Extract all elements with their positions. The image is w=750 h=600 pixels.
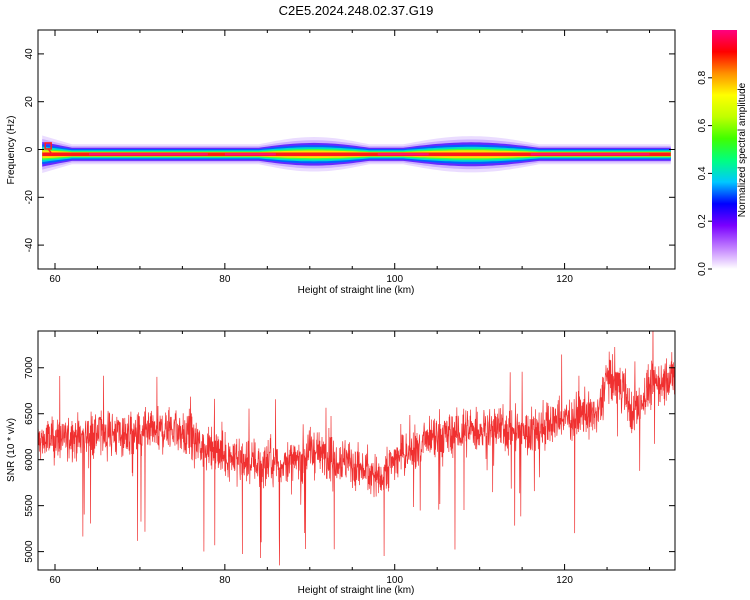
snr-x-tick-label: 60 (49, 575, 61, 586)
colorbar-label: Normalized spectral amplitude (737, 82, 748, 217)
snr-plot-area (38, 331, 675, 570)
spectrogram-y-axis-label: Frequency (Hz) (6, 116, 17, 185)
spectrogram-x-tick-label: 60 (49, 274, 61, 285)
band-core (42, 152, 671, 157)
snr-x-axis-label: Height of straight line (km) (298, 585, 415, 596)
spectrogram-y-tick-label: -40 (24, 237, 35, 252)
snr-y-tick-label: 6000 (24, 448, 35, 471)
figure-title: C2E5.2024.248.02.37.G19 (279, 3, 434, 18)
colorbar: 0.0 0.2 0.4 0.6 0.8 Normalized spectral ampl… (697, 30, 748, 276)
snr-series-line (38, 331, 675, 566)
snr-x-tick-label: 80 (219, 575, 231, 586)
snr-y-tick-label: 5500 (24, 494, 35, 517)
snr-frame (37, 330, 676, 571)
colorbar-tick-label: 0.6 (697, 118, 708, 132)
spectrogram-axes: 60 80 100 120 40 20 0 -20 -40 (24, 30, 675, 285)
spectrogram-x-tick-label: 120 (556, 274, 573, 285)
spectrogram-y-tick-label: 40 (24, 48, 35, 60)
snr-y-tick-label: 7000 (24, 356, 35, 379)
colorbar-tick-label: 0.2 (697, 214, 708, 228)
spectrogram-panel: 60 80 100 120 40 20 0 -20 -40 Height of straight… (6, 29, 676, 296)
snr-y-tick-label: 6500 (24, 402, 35, 425)
band-core-accent (530, 153, 650, 156)
band-core-accent (88, 153, 208, 156)
colorbar-tick-label: 0.0 (697, 262, 708, 276)
colorbar-tick-label: 0.8 (697, 70, 708, 84)
snr-y-tick-label: 5000 (24, 540, 35, 563)
snr-x-tick-label: 100 (386, 575, 403, 586)
spectrogram-y-tick-label: 0 (24, 146, 35, 152)
snr-axes: 60 80 100 120 7000 6500 6000 5500 5000 (24, 331, 675, 586)
spectrogram-x-axis-label: Height of straight line (km) (298, 285, 415, 296)
colorbar-ticks: 0.0 0.2 0.4 0.6 0.8 (697, 70, 712, 276)
spectral-band (42, 135, 671, 173)
snr-panel: 60 80 100 120 7000 6500 6000 5500 5000 Height of… (6, 330, 676, 596)
spectrogram-y-tick-label: -20 (24, 190, 35, 205)
spectrogram-x-tick-label: 100 (386, 274, 403, 285)
band-core-accent (224, 153, 276, 156)
colorbar-gradient (712, 30, 737, 269)
snr-y-axis-label: SNR (10 * v/v) (6, 418, 17, 482)
colorbar-tick-label: 0.4 (697, 166, 708, 180)
snr-x-tick-label: 120 (556, 575, 573, 586)
band-core-accent (377, 153, 429, 156)
spectrogram-y-tick-label: 20 (24, 96, 35, 108)
spectrogram-x-tick-label: 80 (219, 274, 231, 285)
band-start-link (47, 148, 53, 155)
